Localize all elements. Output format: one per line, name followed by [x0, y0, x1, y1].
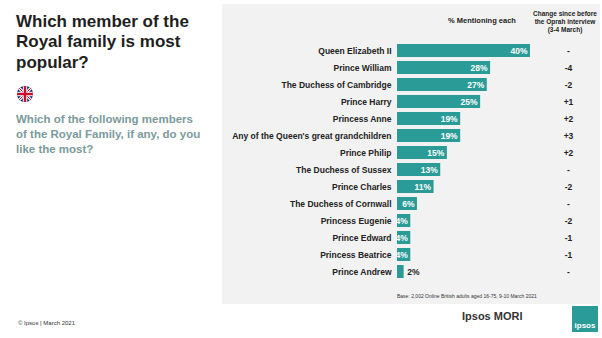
svg-text:Queen Elizabeth II: Queen Elizabeth II [318, 46, 391, 56]
html-text:© Ipsos | March 2021: © Ipsos | March 2021 [18, 320, 75, 326]
svg-text:+2: +2 [564, 114, 574, 124]
svg-text:-: - [567, 267, 570, 277]
svg-text:4%: 4% [396, 250, 409, 260]
svg-text:The Duchess of Sussex: The Duchess of Sussex [296, 165, 392, 175]
svg-text:+3: +3 [564, 131, 574, 141]
svg-text:25%: 25% [461, 97, 478, 107]
svg-text:Prince Andrew: Prince Andrew [332, 267, 392, 277]
svg-text:-1: -1 [565, 233, 573, 243]
svg-text:+1: +1 [564, 97, 574, 107]
svg-text:Prince Harry: Prince Harry [341, 97, 392, 107]
svg-text:The Duchess of Cambridge: The Duchess of Cambridge [281, 80, 391, 90]
svg-text:Princess Eugenie: Princess Eugenie [321, 216, 392, 226]
svg-text:The Duchess of Cornwall: The Duchess of Cornwall [290, 199, 392, 209]
svg-text:40%: 40% [510, 46, 527, 56]
svg-text:-: - [567, 165, 570, 175]
svg-text:-4: -4 [565, 63, 573, 73]
svg-text:-2: -2 [565, 216, 573, 226]
svg-text:6%: 6% [402, 199, 415, 209]
svg-text:27%: 27% [467, 80, 484, 90]
html-text:Base: 2,002 Online British adu: Base: 2,002 Online British adults aged 1… [397, 293, 537, 299]
svg-text:Prince Charles: Prince Charles [332, 182, 392, 192]
html-text:Change since before the Oprah: Change since before the Oprah interview … [533, 10, 597, 34]
html-text:% Mentioning each: % Mentioning each [448, 16, 516, 25]
svg-text:-: - [567, 199, 570, 209]
svg-text:-: - [567, 46, 570, 56]
svg-text:-2: -2 [565, 182, 573, 192]
svg-text:-2: -2 [565, 80, 573, 90]
svg-text:Any of the Queen's great grand: Any of the Queen's great grandchildren [232, 131, 391, 141]
svg-text:Prince Edward: Prince Edward [332, 233, 391, 243]
svg-text:+2: +2 [564, 148, 574, 158]
svg-text:13%: 13% [421, 165, 438, 175]
svg-text:15%: 15% [427, 148, 444, 158]
svg-text:4%: 4% [396, 233, 409, 243]
svg-text:19%: 19% [441, 114, 458, 124]
svg-text:2%: 2% [407, 267, 420, 277]
svg-text:4%: 4% [396, 216, 409, 226]
html-text:Which member of the Royal fami: Which member of the Royal family is most… [16, 12, 189, 72]
svg-text:Princess Beatrice: Princess Beatrice [320, 250, 392, 260]
svg-text:Prince Philip: Prince Philip [340, 148, 392, 158]
svg-text:-1: -1 [565, 250, 573, 260]
svg-text:11%: 11% [415, 182, 432, 192]
html-text:Which of the following members: Which of the following members of the Ro… [16, 113, 201, 155]
svg-text:Princess Anne: Princess Anne [333, 114, 392, 124]
html-text:Ipsos MORI: Ipsos MORI [462, 310, 523, 322]
svg-text:28%: 28% [471, 63, 488, 73]
html-text:ipsos: ipsos [574, 321, 596, 330]
svg-text:19%: 19% [441, 131, 458, 141]
svg-text:Prince William: Prince William [333, 63, 391, 73]
